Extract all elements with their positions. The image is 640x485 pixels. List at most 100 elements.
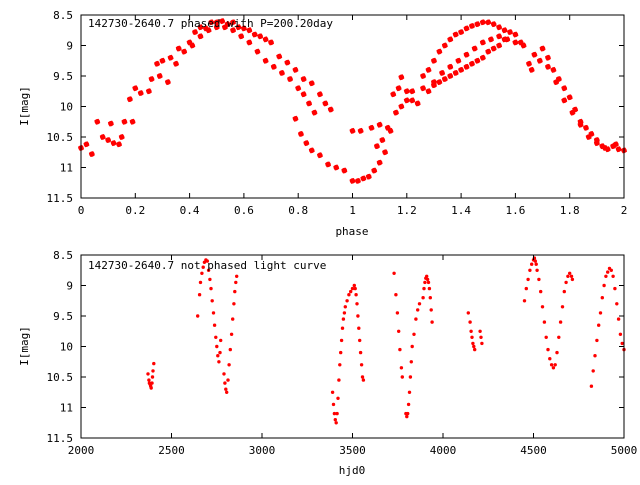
top-data-point bbox=[355, 178, 361, 184]
top-data-point bbox=[577, 121, 584, 128]
bottom-data-point bbox=[409, 360, 413, 364]
top-data-point bbox=[436, 79, 443, 86]
bottom-data-point bbox=[146, 372, 150, 376]
bottom-data-point bbox=[540, 305, 545, 309]
top-data-point bbox=[403, 88, 410, 95]
top-data-point bbox=[262, 57, 269, 64]
bottom-data-point bbox=[422, 286, 426, 291]
bottom-data-point bbox=[332, 411, 337, 416]
bottom-data-point bbox=[333, 418, 337, 422]
bottom-data-point bbox=[591, 369, 595, 373]
bottom-data-point bbox=[150, 375, 155, 379]
top-data-point bbox=[583, 124, 589, 131]
bottom-data-point bbox=[472, 344, 476, 349]
top-data-point bbox=[357, 127, 364, 134]
bottom-data-point bbox=[412, 332, 416, 336]
top-data-point bbox=[398, 74, 405, 81]
top-data-point bbox=[205, 27, 212, 34]
bottom-data-point bbox=[205, 259, 209, 263]
top-data-point bbox=[496, 42, 503, 49]
top-data-point bbox=[287, 76, 293, 82]
bottom-data-point bbox=[473, 347, 477, 352]
top-data-point bbox=[469, 23, 475, 29]
bottom-y-tick-label: 9.5 bbox=[53, 310, 73, 323]
top-data-point bbox=[561, 85, 568, 92]
top-x-tick-label: 0.8 bbox=[288, 204, 308, 217]
bottom-data-point bbox=[533, 259, 537, 263]
bottom-data-point bbox=[600, 296, 604, 300]
top-data-point bbox=[474, 57, 481, 64]
bottom-data-point bbox=[408, 375, 413, 379]
top-data-point bbox=[458, 66, 465, 73]
top-data-point bbox=[447, 36, 454, 43]
bottom-data-point bbox=[611, 274, 615, 278]
bottom-data-point bbox=[479, 335, 483, 339]
top-data-point bbox=[341, 167, 348, 174]
bottom-data-point bbox=[353, 286, 357, 291]
top-data-point bbox=[83, 141, 90, 148]
top-data-point bbox=[384, 124, 391, 131]
top-data-point bbox=[520, 42, 527, 49]
bottom-data-point bbox=[222, 372, 226, 376]
top-data-point bbox=[121, 118, 128, 125]
bottom-data-point bbox=[524, 286, 528, 291]
top-data-point bbox=[393, 109, 399, 116]
top-x-tick-label: 1.6 bbox=[505, 204, 525, 217]
bottom-data-point bbox=[528, 268, 532, 272]
bottom-data-point bbox=[147, 378, 151, 382]
top-data-point bbox=[300, 91, 307, 98]
bottom-data-point bbox=[534, 262, 538, 266]
top-data-point bbox=[254, 48, 261, 55]
bottom-data-point bbox=[589, 384, 594, 388]
bottom-data-point bbox=[613, 286, 617, 291]
top-data-point bbox=[463, 25, 470, 32]
bottom-y-tick-label: 11 bbox=[60, 402, 73, 415]
bottom-data-point bbox=[214, 335, 218, 339]
bottom-data-point bbox=[530, 262, 534, 266]
top-data-point bbox=[270, 63, 277, 70]
top-data-point bbox=[137, 90, 144, 96]
top-data-point bbox=[298, 131, 304, 137]
bottom-data-point bbox=[342, 311, 347, 315]
bottom-data-point bbox=[542, 320, 547, 324]
bottom-data-point bbox=[526, 277, 530, 282]
bottom-data-point bbox=[544, 335, 548, 339]
top-data-point bbox=[349, 127, 356, 134]
bottom-data-point bbox=[470, 335, 474, 339]
bottom-data-point bbox=[425, 277, 430, 282]
top-plot-frame bbox=[80, 14, 625, 199]
bottom-data-point bbox=[406, 402, 411, 407]
bottom-data-point bbox=[227, 363, 231, 367]
top-data-point bbox=[507, 29, 513, 35]
top-data-point bbox=[545, 54, 551, 61]
top-data-point bbox=[431, 79, 437, 86]
bottom-data-point bbox=[208, 277, 212, 282]
bottom-data-point bbox=[598, 311, 603, 315]
top-data-point bbox=[452, 31, 459, 38]
bottom-data-point bbox=[352, 283, 356, 288]
top-data-point bbox=[485, 48, 492, 55]
top-data-point bbox=[189, 42, 196, 49]
top-data-point bbox=[197, 33, 204, 40]
bottom-data-point bbox=[414, 317, 418, 321]
top-data-point bbox=[526, 60, 532, 67]
top-data-point bbox=[455, 57, 462, 64]
top-data-point bbox=[308, 80, 315, 87]
top-data-point bbox=[496, 24, 503, 31]
top-data-point bbox=[536, 57, 543, 64]
bottom-data-point bbox=[469, 329, 473, 333]
top-data-point bbox=[365, 173, 372, 180]
top-data-point bbox=[292, 115, 299, 122]
top-data-point bbox=[602, 145, 608, 151]
top-data-point bbox=[615, 146, 622, 153]
top-data-point bbox=[463, 63, 470, 70]
bottom-data-point bbox=[360, 375, 365, 379]
top-data-point bbox=[374, 143, 380, 150]
bottom-data-point bbox=[210, 299, 214, 303]
bottom-data-point bbox=[551, 366, 556, 370]
top-data-point bbox=[303, 140, 310, 147]
top-data-point bbox=[376, 159, 383, 166]
top-data-point bbox=[469, 60, 475, 67]
bottom-data-point bbox=[399, 366, 404, 370]
